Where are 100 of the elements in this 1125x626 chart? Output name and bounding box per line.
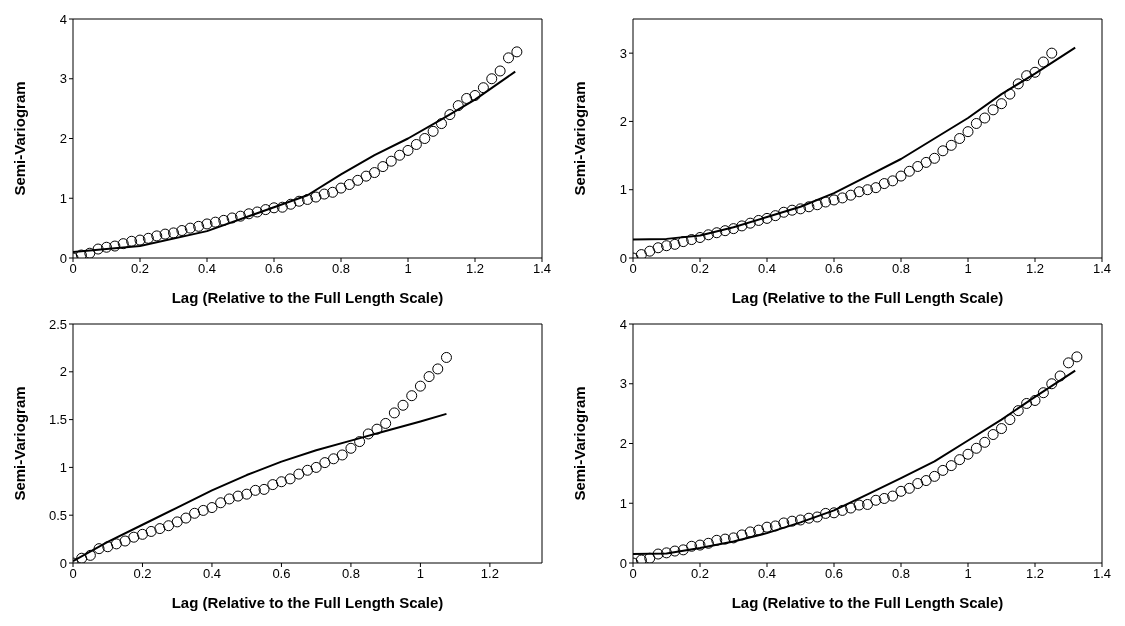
x-tick-label: 0.6 <box>272 566 291 582</box>
point <box>1021 70 1033 82</box>
point <box>302 193 313 205</box>
point <box>937 145 949 157</box>
point <box>436 118 447 130</box>
point <box>452 100 464 112</box>
point <box>352 174 364 186</box>
point <box>310 191 322 203</box>
point <box>419 133 431 144</box>
y-tick-label: 0 <box>59 250 67 266</box>
point <box>945 139 957 151</box>
point <box>402 144 414 156</box>
point <box>206 502 218 514</box>
point <box>327 186 339 198</box>
x-axis-title: Lag (Relative to the Full Length Scale) <box>731 289 1004 306</box>
point <box>1071 351 1083 363</box>
point <box>711 534 723 546</box>
point <box>494 65 506 77</box>
x-tick-label: 1 <box>404 261 412 277</box>
point <box>803 512 815 524</box>
point <box>644 552 656 563</box>
point <box>360 170 372 182</box>
point <box>820 507 832 519</box>
x-tick-label: 0.6 <box>824 566 844 582</box>
point <box>669 545 681 557</box>
point <box>870 494 882 506</box>
x-tick-label: 0.8 <box>891 261 911 277</box>
point <box>171 516 183 528</box>
point <box>895 170 907 182</box>
point <box>761 212 773 224</box>
point <box>110 538 122 550</box>
point <box>319 457 331 469</box>
point <box>209 216 221 228</box>
point <box>828 194 840 206</box>
x-tick-label: 0 <box>629 261 637 277</box>
point <box>778 517 790 529</box>
point <box>101 241 112 253</box>
y-tick-label: 0.5 <box>48 507 67 523</box>
x-tick-label: 0.8 <box>331 261 351 277</box>
x-tick-label: 1.2 <box>480 566 499 582</box>
y-tick-label: 1 <box>59 190 67 206</box>
point <box>769 520 781 532</box>
y-axis-title: Semi-Variogram <box>11 386 29 501</box>
point <box>275 476 287 488</box>
point <box>761 521 773 533</box>
point <box>394 149 406 161</box>
point <box>1029 66 1041 78</box>
y-axis-title: Semi-Variogram <box>571 81 589 196</box>
y-tick-label: 3 <box>59 71 67 87</box>
x-tick-label: 1.4 <box>1092 566 1112 582</box>
point <box>92 243 104 255</box>
y-axis-title: Semi-Variogram <box>571 386 589 501</box>
point <box>249 484 261 496</box>
point <box>388 407 400 419</box>
point <box>878 178 890 190</box>
point <box>954 133 966 144</box>
x-tick-label: 0 <box>69 261 77 277</box>
point <box>769 210 781 222</box>
point <box>423 371 435 383</box>
point <box>795 203 806 215</box>
point <box>778 206 790 218</box>
point <box>753 214 765 226</box>
point <box>786 515 798 527</box>
point <box>996 423 1007 435</box>
point <box>406 390 418 402</box>
point <box>119 535 131 547</box>
point <box>870 182 882 194</box>
point <box>979 436 991 448</box>
point <box>145 525 157 537</box>
x-tick-label: 1.2 <box>1025 566 1045 582</box>
point <box>486 73 498 85</box>
y-tick-label: 2 <box>619 114 627 130</box>
point <box>719 533 731 545</box>
y-tick-label: 1 <box>619 182 627 198</box>
y-tick-label: 1 <box>619 495 627 511</box>
point <box>686 540 698 552</box>
x-tick-label: 0 <box>629 566 637 582</box>
point <box>836 504 848 516</box>
point <box>241 488 253 500</box>
point <box>84 549 96 561</box>
point <box>302 464 313 476</box>
point <box>427 125 439 137</box>
point <box>267 479 279 491</box>
point <box>728 223 739 235</box>
point <box>736 529 748 541</box>
point <box>962 126 974 138</box>
point <box>168 227 179 239</box>
point <box>635 249 647 258</box>
point <box>929 470 940 482</box>
point <box>102 541 114 553</box>
point <box>189 507 201 519</box>
point <box>84 247 96 258</box>
point <box>1063 357 1074 369</box>
point <box>1037 387 1049 399</box>
point <box>694 232 706 244</box>
point <box>677 544 689 556</box>
point <box>1021 397 1033 409</box>
point <box>469 89 481 101</box>
y-tick-label: 2 <box>619 436 627 452</box>
point <box>410 138 422 150</box>
